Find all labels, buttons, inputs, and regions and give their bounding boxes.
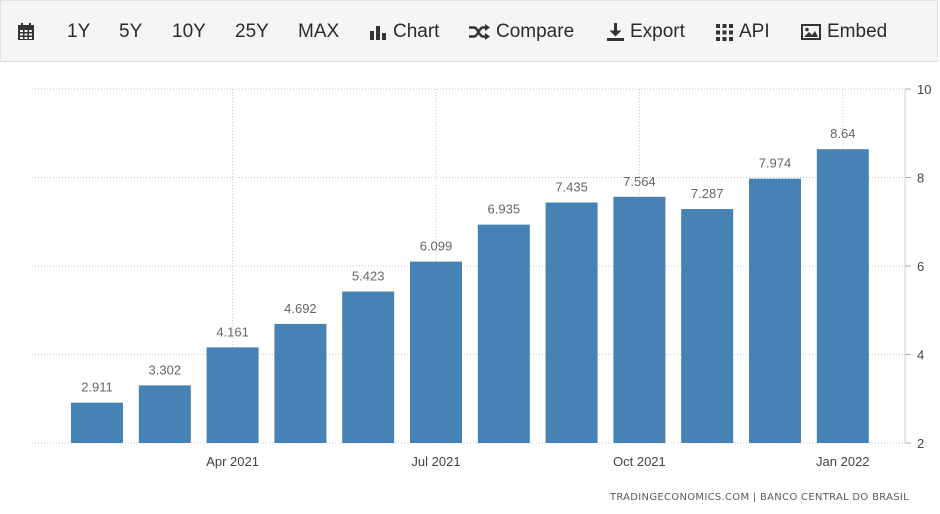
bar [681,209,734,443]
bar-value-label: 7.564 [623,174,656,189]
bar [477,224,530,443]
grid-icon [716,23,733,41]
bar [71,402,123,443]
range-max-button[interactable]: MAX [298,21,340,42]
calendar-icon [18,23,34,40]
x-tick-label: Jan 2022 [816,454,870,469]
image-icon [801,24,821,40]
bar [138,385,191,443]
bar-value-label: 5.423 [352,269,385,284]
bar-value-label: 7.974 [759,156,792,171]
range-5y-button[interactable]: 5Y [119,21,143,42]
y-tick-label: 2 [917,436,924,451]
y-tick-label: 10 [917,82,931,97]
embed-button-label: Embed [827,21,888,42]
bar-value-label: 7.287 [691,186,724,201]
bar [545,202,598,443]
bar [342,291,395,443]
bar [816,149,869,443]
y-tick-label: 8 [917,171,924,186]
range-25y-button[interactable]: 25Y [235,21,269,42]
bar [749,178,801,443]
bar-value-label: 2.911 [81,380,113,395]
calendar-button[interactable] [17,1,35,63]
source-attribution[interactable]: TRADINGECONOMICS.COM | BANCO CENTRAL DO … [609,492,909,503]
export-button[interactable]: Export [607,1,685,63]
bar [613,196,666,443]
api-button-label: API [739,21,770,42]
bar-value-label: 6.099 [420,239,453,254]
range-1y-button[interactable]: 1Y [67,21,91,42]
range-10y-button[interactable]: 10Y [172,21,206,42]
compare-button-label: Compare [496,21,575,42]
y-tick-label: 4 [917,348,924,363]
y-tick-label: 6 [917,259,924,274]
bar-value-label: 3.302 [149,362,182,377]
bar-value-label: 4.692 [284,301,317,316]
embed-button[interactable]: Embed [801,1,887,63]
bar [410,261,462,443]
toolbar: 1Y 5Y 10Y 25Y MAX Chart Compare Export [0,0,938,62]
bar-value-label: 7.435 [555,180,588,195]
bar [274,323,327,443]
compare-button[interactable]: Compare [469,1,574,63]
x-tick-label: Oct 2021 [613,454,666,469]
x-tick-label: Apr 2021 [206,454,259,469]
bar-chart-icon [370,26,386,40]
bar [206,347,259,443]
export-button-label: Export [630,21,685,42]
bar-value-label: 8.64 [830,126,855,141]
bar-value-label: 6.935 [488,202,521,217]
api-button[interactable]: API [716,1,770,63]
bar-value-label: 4.161 [216,324,249,339]
bar-chart: 2 4 6 8 10 Apr 2021 Jul 2021 Oct 2021 Jan 2022 2.… [32,82,931,469]
download-icon [607,23,624,41]
chart-button[interactable]: Chart [370,1,439,63]
shuffle-icon [469,24,490,40]
chart-button-label: Chart [393,21,440,42]
x-tick-label: Jul 2021 [411,454,460,469]
